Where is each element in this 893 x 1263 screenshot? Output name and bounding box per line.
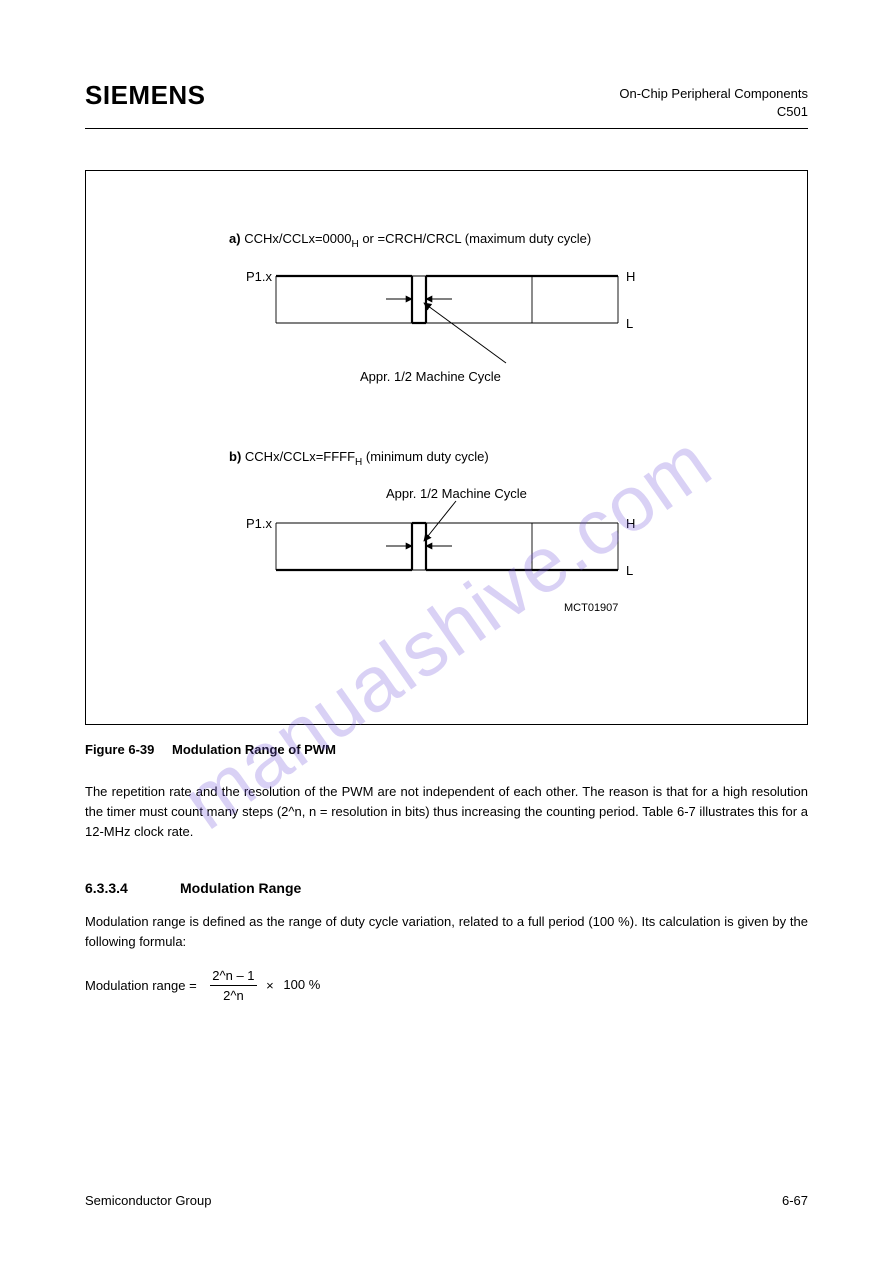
header-line-1: On-Chip Peripheral Components	[619, 85, 808, 103]
panel-b-H: H	[626, 516, 635, 531]
equation-tail: 100 %	[283, 977, 320, 992]
header-right: On-Chip Peripheral Components C501	[619, 85, 808, 120]
panel-b-L: L	[626, 563, 633, 578]
panel-b-title: b) CCHx/CCLx=FFFFH (minimum duty cycle)	[229, 449, 489, 468]
brand-logo: SIEMENS	[85, 80, 206, 111]
figure-code: MCT01907	[564, 602, 618, 614]
panel-a-port: P1.x	[246, 269, 273, 284]
section-number: 6.3.3.4	[85, 880, 128, 896]
equation-denominator: 2^n	[210, 986, 256, 1003]
panel-a-title: a) CCHx/CCLx=0000H or =CRCH/CRCL (maximu…	[229, 231, 591, 250]
section-title: Modulation Range	[180, 880, 301, 896]
panel-a-annotation: Appr. 1/2 Machine Cycle	[360, 369, 501, 384]
equation-times: ×	[266, 978, 274, 993]
panel-a: a) CCHx/CCLx=0000H or =CRCH/CRCL (maximu…	[229, 231, 635, 384]
panel-b: b) CCHx/CCLx=FFFFH (minimum duty cycle) …	[229, 449, 635, 578]
footer-left: Semiconductor Group	[85, 1193, 211, 1208]
header-rule	[85, 128, 808, 129]
panel-b-annotation: Appr. 1/2 Machine Cycle	[386, 486, 527, 501]
equation: Modulation range = 2^n – 1 2^n × 100 %	[85, 968, 808, 1003]
equation-numerator: 2^n – 1	[210, 968, 256, 986]
figure-svg: a) CCHx/CCLx=0000H or =CRCH/CRCL (maximu…	[86, 171, 809, 726]
paragraph-1: The repetition rate and the resolution o…	[85, 782, 808, 842]
equation-lhs: Modulation range =	[85, 978, 197, 993]
footer-right: 6-67	[782, 1193, 808, 1208]
figure-number: Figure 6-39	[85, 742, 154, 757]
figure-box: a) CCHx/CCLx=0000H or =CRCH/CRCL (maximu…	[85, 170, 808, 725]
figure-caption-text: Modulation Range of PWM	[172, 742, 336, 757]
header-line-2: C501	[619, 103, 808, 121]
figure-caption: Figure 6-39 Modulation Range of PWM	[85, 742, 336, 757]
panel-a-L: L	[626, 316, 633, 331]
panel-a-H: H	[626, 269, 635, 284]
panel-a-prefix: a)	[229, 231, 241, 246]
panel-b-port: P1.x	[246, 516, 273, 531]
paragraph-2: Modulation range is defined as the range…	[85, 912, 808, 952]
